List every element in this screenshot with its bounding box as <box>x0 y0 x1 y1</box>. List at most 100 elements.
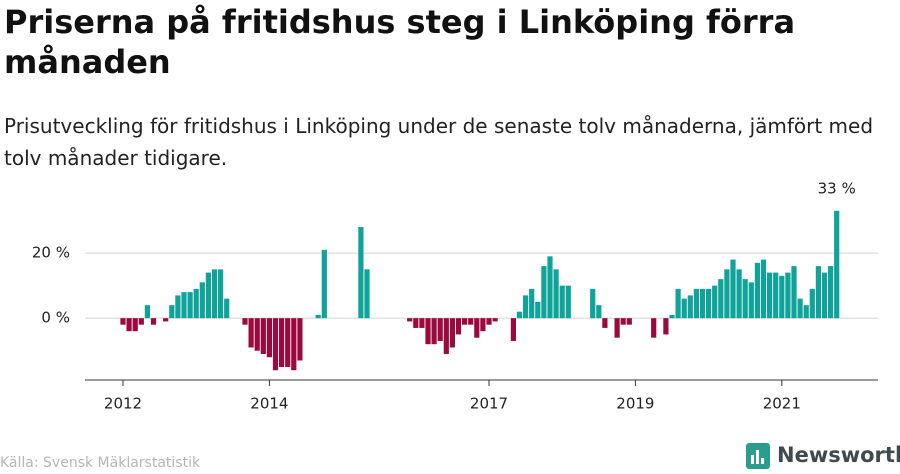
bar <box>797 298 803 319</box>
bar <box>474 318 480 338</box>
bar <box>803 305 809 319</box>
bar <box>425 318 431 345</box>
bar <box>431 318 437 345</box>
bar <box>779 275 785 319</box>
bar <box>218 269 224 319</box>
bar <box>193 288 199 319</box>
bar <box>565 285 571 319</box>
bar <box>419 318 425 328</box>
bar <box>809 288 815 319</box>
bar <box>364 269 370 319</box>
bar <box>541 266 547 319</box>
bar <box>614 318 620 338</box>
bar <box>455 318 462 335</box>
bar <box>730 259 736 319</box>
bar <box>279 318 285 367</box>
bar <box>626 318 632 325</box>
bar <box>443 318 449 354</box>
x-tick-label: 2014 <box>250 395 288 413</box>
bar <box>687 295 693 319</box>
bar <box>181 292 187 319</box>
bar <box>693 288 699 319</box>
bar <box>254 318 260 351</box>
source: Källa: Svensk Mäklarstatistik <box>0 455 201 471</box>
bar <box>413 318 419 328</box>
bar <box>150 318 157 325</box>
bar <box>834 210 840 319</box>
bar <box>315 314 321 319</box>
bar <box>821 272 828 319</box>
bar <box>248 318 254 348</box>
logo: Newsworthy <box>746 443 900 469</box>
bar <box>785 272 791 319</box>
bar <box>559 285 565 319</box>
bar <box>297 318 303 361</box>
bar <box>706 288 712 319</box>
bar <box>486 318 492 325</box>
bar <box>523 295 529 319</box>
bar <box>163 318 169 322</box>
bar <box>138 318 144 325</box>
bar <box>175 295 181 319</box>
y-tick-label: 20 % <box>32 244 70 262</box>
bar <box>590 288 596 319</box>
bar <box>480 318 486 332</box>
bar <box>681 298 687 319</box>
bar <box>321 249 327 319</box>
bar <box>266 318 272 358</box>
bar <box>449 318 455 348</box>
bar <box>187 292 193 319</box>
bar <box>120 318 126 325</box>
subtitle: Prisutveckling för fritidshus i Linköpin… <box>4 114 874 170</box>
bar <box>437 318 443 341</box>
bar <box>828 266 834 319</box>
bar <box>126 318 132 332</box>
bar <box>547 256 553 319</box>
bar <box>596 305 602 319</box>
bar <box>675 288 681 319</box>
bar <box>358 227 364 319</box>
x-tick-label: 2012 <box>104 395 142 413</box>
bar <box>602 318 608 328</box>
bar <box>407 318 413 322</box>
bar <box>620 318 626 325</box>
bar <box>462 318 468 325</box>
bar <box>767 272 773 319</box>
title: Priserna på fritidshus steg i Linköping … <box>4 3 796 81</box>
bar <box>760 259 767 319</box>
bar <box>699 288 706 319</box>
logo-icon-bar <box>761 458 764 464</box>
bar <box>260 318 266 354</box>
logo-icon-bar <box>751 455 754 464</box>
bar <box>669 314 675 319</box>
bar <box>718 279 724 319</box>
bar <box>132 318 138 332</box>
bar <box>516 311 523 319</box>
bar <box>468 318 474 325</box>
bar <box>205 272 211 319</box>
bar <box>748 282 754 319</box>
x-tick-label: 2021 <box>763 395 801 413</box>
bar <box>651 318 657 338</box>
bar <box>663 318 669 335</box>
bar <box>742 279 748 319</box>
bar <box>199 282 205 319</box>
logo-icon-bar <box>756 450 759 464</box>
bar <box>736 269 742 319</box>
bar <box>242 318 248 325</box>
bar <box>754 262 760 319</box>
bar <box>224 298 230 319</box>
bar <box>529 288 535 319</box>
y-tick-label: 0 % <box>41 309 70 327</box>
x-tick-label: 2019 <box>616 395 654 413</box>
bar <box>510 318 516 341</box>
value-label: 33 % <box>818 179 856 197</box>
bar <box>773 272 779 319</box>
logo-text: Newsworthy <box>777 443 900 467</box>
bar <box>724 269 730 319</box>
x-tick-label: 2017 <box>470 395 508 413</box>
bar <box>492 318 498 322</box>
bar <box>815 266 821 319</box>
